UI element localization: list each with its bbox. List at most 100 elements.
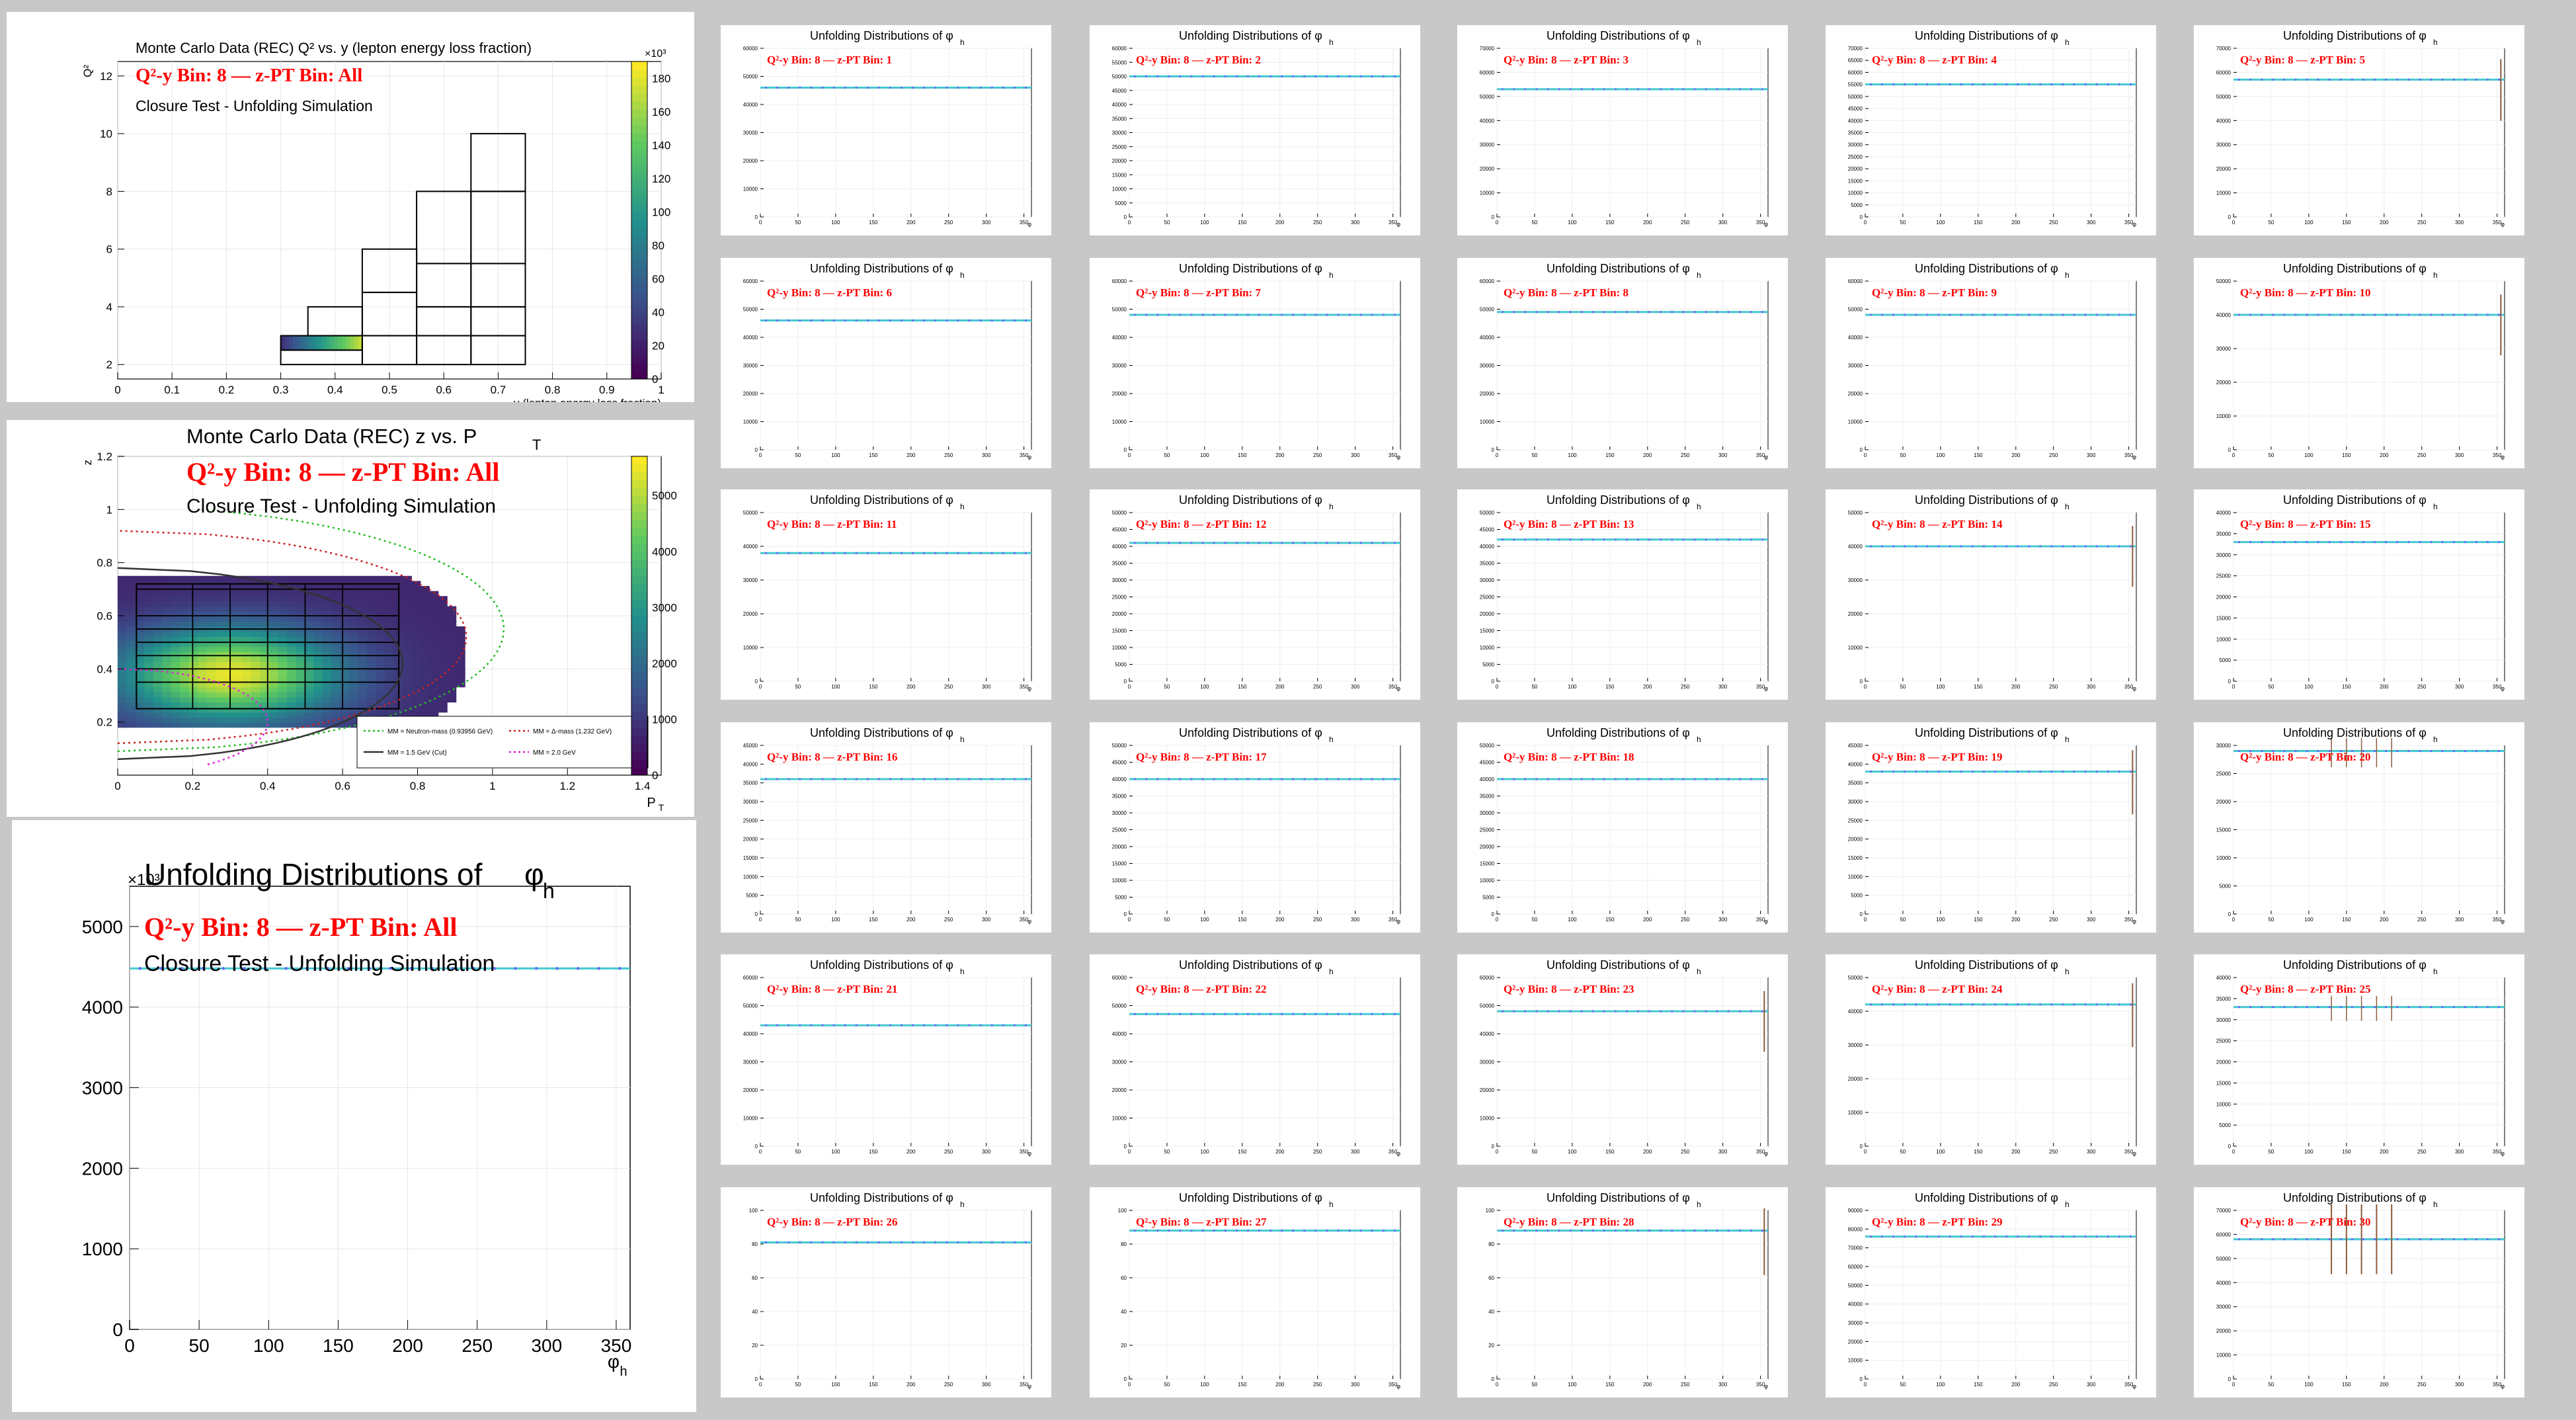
y-tick-label: 40000 <box>1112 335 1127 341</box>
heat-cell <box>216 596 225 602</box>
y-tick-label: 20000 <box>1848 166 1863 172</box>
data-point <box>1393 1230 1396 1232</box>
heat-cell <box>349 671 359 677</box>
colorbar-segment <box>631 339 647 348</box>
heat-cell <box>144 591 154 597</box>
data-point <box>1993 1003 1997 1006</box>
heat-cell <box>376 651 385 657</box>
data-point <box>1201 313 1204 316</box>
heat-cell <box>188 611 198 617</box>
heat-cell <box>268 575 278 581</box>
heat-cell <box>188 575 198 581</box>
x-tick-label: 0.8 <box>410 780 426 792</box>
heat-cell <box>376 677 385 683</box>
heat-cell <box>304 692 314 698</box>
heat-cell <box>153 722 163 728</box>
data-point <box>1937 1235 1940 1238</box>
unfolding-panel-bin-14: 0 10000 20000 30000 40000 50000 0 50 100 150 200 25… <box>1826 489 2156 700</box>
data-point <box>1960 771 1962 773</box>
x-tick-label: 350 <box>2124 684 2134 690</box>
heat-cell <box>456 626 465 632</box>
data-point <box>923 319 926 322</box>
heat-cell <box>260 687 270 692</box>
data-point <box>1614 538 1617 541</box>
data-point <box>1569 1010 1572 1013</box>
data-point <box>855 1241 858 1244</box>
data-point <box>1024 1024 1027 1026</box>
plot-frame <box>2233 280 2505 450</box>
data-point <box>1648 1010 1651 1013</box>
y-tick-label: 50000 <box>743 1003 758 1009</box>
colorbar-segment <box>631 157 647 165</box>
x-tick-label: 200 <box>2011 917 2021 923</box>
x-tick-label: 1.4 <box>635 780 651 792</box>
colorbar-segment <box>631 687 647 696</box>
data-point <box>2306 78 2308 81</box>
heat-cell <box>438 621 448 627</box>
data-point <box>2339 1006 2342 1009</box>
x-axis-label: φ <box>1396 454 1400 460</box>
y-tick-label: 0 <box>2228 214 2232 220</box>
panel-title: Unfolding Distributions of φ <box>1915 262 2058 275</box>
heat-cell <box>358 712 368 718</box>
heat-cell <box>411 661 421 667</box>
data-point <box>618 967 622 970</box>
heat-cell <box>144 651 154 657</box>
data-point <box>2452 1238 2455 1241</box>
data-point <box>1693 1230 1696 1232</box>
data-point <box>1501 88 1504 91</box>
y-tick-label: 0 <box>755 679 758 685</box>
y-tick-label: 20000 <box>1480 1087 1495 1093</box>
y-tick-label: 40000 <box>1848 118 1863 124</box>
heat-cell <box>429 606 439 612</box>
heat-cell <box>278 621 288 627</box>
panel-title-sub: h <box>1329 967 1334 976</box>
heat-cell <box>322 575 332 581</box>
x-tick-label: 50 <box>1900 917 1906 923</box>
data-point <box>912 86 914 89</box>
data-point <box>1501 1230 1504 1232</box>
heat-cell <box>144 671 154 677</box>
heat-cell <box>144 636 154 642</box>
heat-cell <box>286 671 296 677</box>
unfolding-panel-bin-23: 0 10000 20000 30000 40000 50000 60000 0 50 100 150… <box>1457 954 1788 1165</box>
heat-cell <box>429 621 439 627</box>
heat-cell <box>216 671 225 677</box>
heat-cell <box>118 682 128 688</box>
heat-cell <box>358 601 368 607</box>
heat-cell <box>153 651 163 657</box>
y-tick-label: 30000 <box>1848 799 1863 805</box>
heat-cell <box>135 671 145 677</box>
heat-cell <box>242 702 252 708</box>
y-tick-label: 50000 <box>1480 1003 1495 1009</box>
heat-cell <box>438 606 448 612</box>
y-tick-label: 20000 <box>1848 611 1863 617</box>
x-tick-label: 100 <box>1200 1149 1209 1155</box>
x-tick-label: 300 <box>2087 1382 2096 1388</box>
heat-cell <box>126 696 136 703</box>
unfolding-panel-bin-1: 0 10000 20000 30000 40000 50000 60000 0 50 100 150… <box>721 25 1051 235</box>
heat-cell <box>349 646 359 652</box>
heat-cell <box>331 717 341 723</box>
y-tick-label: 35000 <box>1112 116 1127 122</box>
heat-cell <box>153 712 163 718</box>
data-point <box>1337 1230 1340 1232</box>
heat-cell <box>411 707 421 713</box>
heat-cell <box>180 616 190 622</box>
y-tick-label: 20000 <box>743 1087 758 1093</box>
data-point <box>1201 542 1204 544</box>
heat-cell <box>242 621 252 627</box>
heat-cell <box>162 641 172 647</box>
y-tick-label: 10000 <box>1480 419 1495 425</box>
data-point <box>821 86 824 89</box>
data-point <box>1693 778 1696 780</box>
heat-cell <box>126 616 136 622</box>
heat-cell <box>286 575 296 581</box>
panel-title-sub: h <box>1697 967 1701 976</box>
heat-cell <box>233 636 243 642</box>
heat-cell <box>206 616 216 622</box>
heat-cell <box>411 646 421 652</box>
colorbar-segment <box>631 212 647 221</box>
